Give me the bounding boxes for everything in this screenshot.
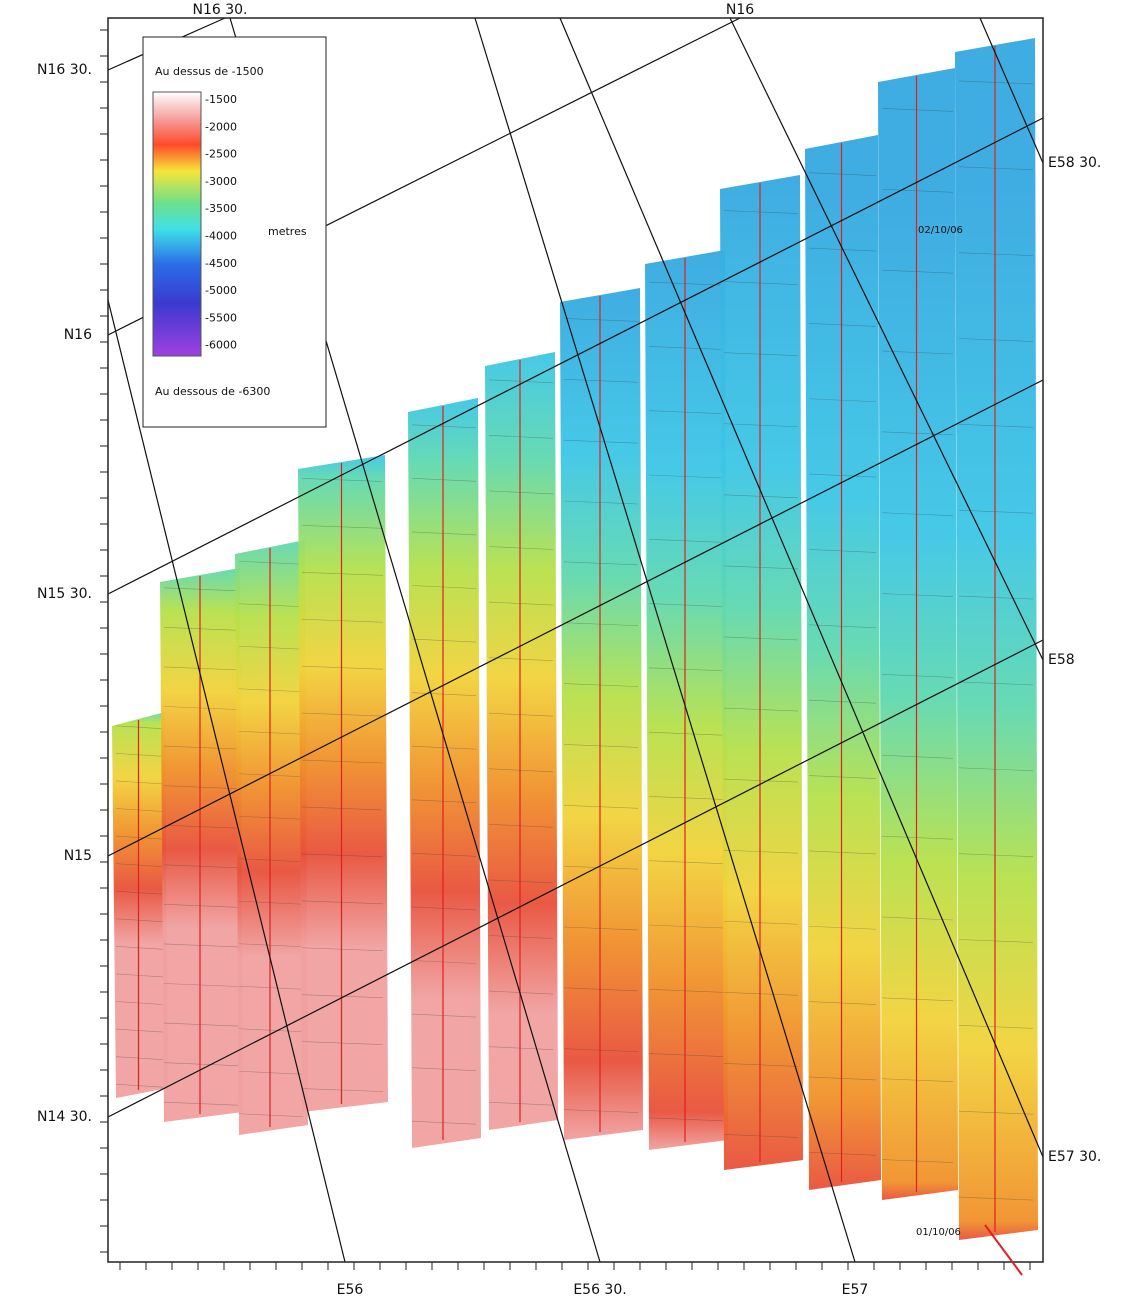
lat-label: N16 30.: [37, 62, 92, 78]
date-label: 02/10/06: [918, 225, 963, 236]
legend-level: -3000: [205, 175, 237, 188]
bathymetry-map: Au dessus de -1500 metres Au dessous de …: [0, 0, 1126, 1302]
lat-label: N16 30.: [192, 2, 247, 18]
lon-label: E57 30.: [1048, 1149, 1101, 1165]
legend-above: Au dessus de -1500: [155, 65, 264, 78]
swath: [112, 712, 168, 1098]
legend-unit: metres: [268, 225, 307, 238]
legend-level: -4500: [205, 257, 237, 270]
swath: [560, 288, 643, 1140]
date-label: 01/10/06: [916, 1227, 961, 1238]
lat-label: N14 30.: [37, 1109, 92, 1125]
lon-label: E56 30.: [573, 1282, 626, 1298]
swath: [408, 398, 481, 1148]
legend-level: -6000: [205, 339, 237, 352]
legend-level: -1500: [205, 93, 237, 106]
swath: [235, 540, 308, 1135]
legend-level: -5500: [205, 311, 237, 324]
legend-level: -5000: [205, 284, 237, 297]
swath: [955, 38, 1038, 1240]
legend-level: -3500: [205, 202, 237, 215]
lon-label: E58 30.: [1048, 155, 1101, 171]
swath: [720, 175, 803, 1170]
lon-label: E56: [337, 1282, 364, 1298]
lat-label: N15 30.: [37, 586, 92, 602]
swath: [160, 568, 243, 1122]
legend: Au dessus de -1500 metres Au dessous de …: [143, 37, 326, 427]
legend-level: -2500: [205, 148, 237, 161]
legend-level: -2000: [205, 120, 237, 133]
lon-label: E58: [1048, 652, 1075, 668]
color-scale: [153, 92, 201, 356]
swath: [878, 68, 958, 1200]
legend-below: Au dessous de -6300: [155, 385, 270, 398]
lat-label: N15: [64, 848, 92, 864]
swath: [485, 352, 558, 1130]
lat-label: N16: [64, 327, 92, 343]
swath: [805, 135, 881, 1190]
lon-label: E57: [842, 1282, 869, 1298]
legend-level: -4000: [205, 230, 237, 243]
lat-label: N16: [726, 2, 754, 18]
